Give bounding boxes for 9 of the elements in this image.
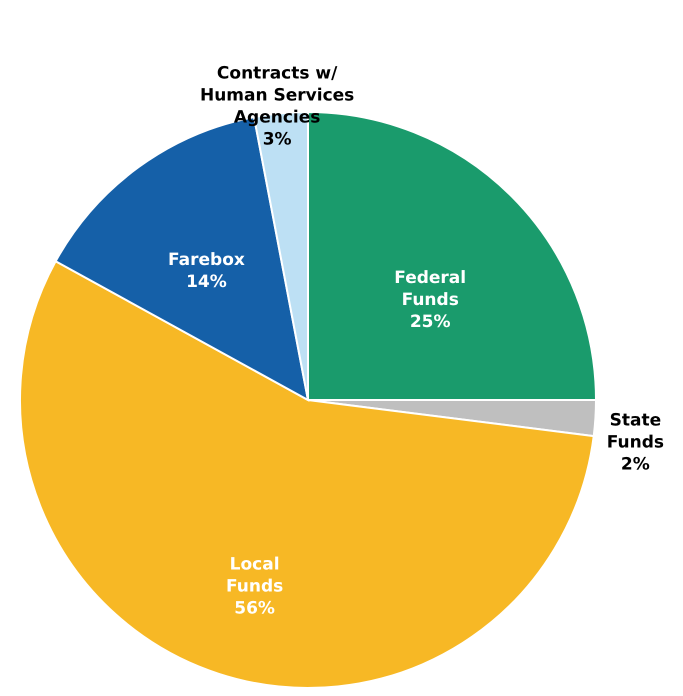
- slice-label: Local Funds: [226, 554, 284, 596]
- data-label: 14%: [186, 272, 227, 292]
- data-label: 25%: [410, 312, 451, 332]
- slice-label: Farebox: [168, 250, 245, 270]
- slice-label: State Funds: [606, 410, 664, 453]
- data-label: 3%: [262, 129, 292, 150]
- slice-label: Federal Funds: [394, 268, 466, 310]
- data-label: 2%: [620, 454, 650, 475]
- data-label: 56%: [234, 598, 275, 618]
